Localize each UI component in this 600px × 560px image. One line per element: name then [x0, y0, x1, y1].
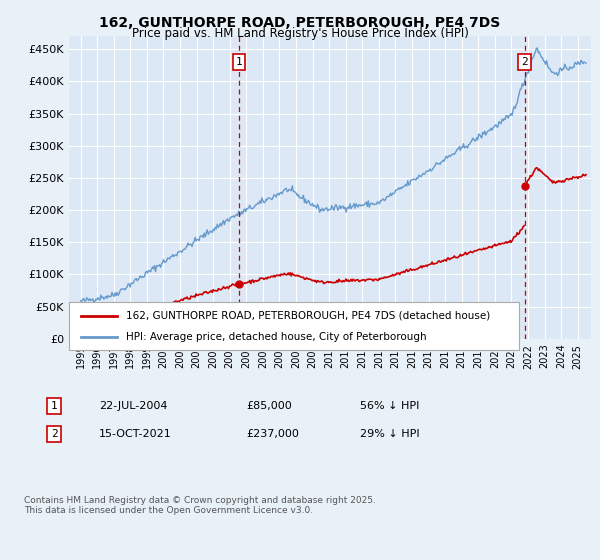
Text: Contains HM Land Registry data © Crown copyright and database right 2025.
This d: Contains HM Land Registry data © Crown c… — [24, 496, 376, 515]
Text: 22-JUL-2004: 22-JUL-2004 — [99, 401, 167, 411]
Text: 15-OCT-2021: 15-OCT-2021 — [99, 429, 172, 439]
Text: 2: 2 — [50, 429, 58, 439]
Text: 1: 1 — [50, 401, 58, 411]
Text: 2: 2 — [521, 57, 528, 67]
Text: 162, GUNTHORPE ROAD, PETERBOROUGH, PE4 7DS (detached house): 162, GUNTHORPE ROAD, PETERBOROUGH, PE4 7… — [126, 311, 490, 321]
Text: £85,000: £85,000 — [246, 401, 292, 411]
Text: £237,000: £237,000 — [246, 429, 299, 439]
Text: HPI: Average price, detached house, City of Peterborough: HPI: Average price, detached house, City… — [126, 332, 427, 342]
Text: 29% ↓ HPI: 29% ↓ HPI — [360, 429, 419, 439]
Text: Price paid vs. HM Land Registry's House Price Index (HPI): Price paid vs. HM Land Registry's House … — [131, 27, 469, 40]
Text: 56% ↓ HPI: 56% ↓ HPI — [360, 401, 419, 411]
Text: 162, GUNTHORPE ROAD, PETERBOROUGH, PE4 7DS: 162, GUNTHORPE ROAD, PETERBOROUGH, PE4 7… — [100, 16, 500, 30]
Text: 1: 1 — [235, 57, 242, 67]
